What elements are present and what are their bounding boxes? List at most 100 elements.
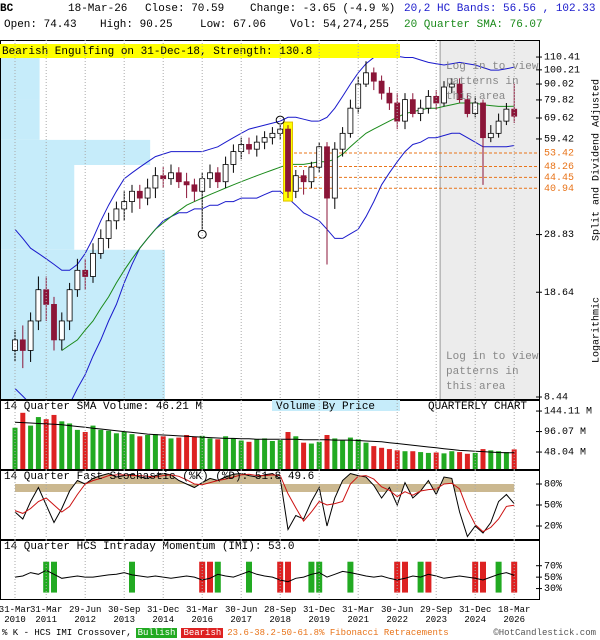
- volume-bar: [324, 435, 330, 470]
- fibonacci-label: 53.42: [544, 149, 574, 160]
- bands-label: 20,2 HC Bands: 56.56 , 102.33: [404, 3, 595, 15]
- bearish-signal: [511, 561, 518, 593]
- volume-bar: [106, 430, 112, 470]
- x-tick-label: 18-Mar 2026: [497, 605, 531, 625]
- bearish-key: Bearish: [181, 628, 224, 638]
- bearish-signal: [207, 561, 213, 593]
- y-tick-label: 50%: [544, 501, 562, 512]
- candle-body: [207, 172, 213, 180]
- volume-bar: [293, 436, 299, 470]
- volume-by-price-bar: [0, 99, 40, 140]
- x-tick-label: 29-Sep 2023: [419, 605, 453, 625]
- candle-body: [144, 187, 151, 199]
- volume-bar: [277, 440, 283, 470]
- candle-body: [370, 72, 377, 82]
- volume-bar: [176, 437, 182, 470]
- volume-title: 14 Quarter SMA Volume: 46.21 M: [4, 401, 202, 413]
- volume: Vol: 54,274,255: [290, 19, 389, 31]
- candle-body: [433, 95, 440, 104]
- volume-bar: [301, 442, 307, 470]
- candle-body: [113, 208, 120, 222]
- candle-body: [222, 164, 229, 183]
- candle-body: [175, 172, 182, 183]
- volume-bar: [332, 438, 338, 470]
- volume-plot: [12, 412, 517, 470]
- candle-body: [300, 175, 307, 183]
- x-tick-label: 29-Jun 2012: [68, 605, 102, 625]
- footer: % K - HCS IMI Crossover, Bullish Bearish 23…: [2, 628, 600, 638]
- locked-note: Log in to view patterns in this area: [446, 351, 539, 393]
- candle-body: [43, 289, 50, 305]
- volume-bar: [433, 452, 439, 470]
- candle-body: [402, 99, 408, 122]
- y-tick-label: 30%: [544, 584, 562, 595]
- x-tick-label: 31-Mar 2021: [341, 605, 375, 625]
- candle-body: [487, 132, 494, 139]
- volume-sma: [14, 421, 515, 454]
- candle-body: [246, 144, 252, 150]
- y-tick-label: 100.21: [544, 65, 580, 76]
- volume-bar: [379, 447, 385, 470]
- volume-bar: [496, 451, 502, 470]
- volume-bar: [67, 423, 73, 470]
- volume-bar: [441, 453, 447, 470]
- volume-bar: [269, 440, 275, 470]
- fibonacci-label: 40.94: [544, 184, 574, 195]
- candle-body: [409, 99, 416, 114]
- candle-body: [339, 132, 346, 150]
- volume-bar: [223, 436, 229, 470]
- volume-bar: [449, 451, 455, 470]
- candle-body: [441, 86, 447, 104]
- date: 18-Mar-26: [68, 3, 127, 15]
- bearish-signal: [285, 561, 291, 593]
- candle-body: [386, 92, 393, 104]
- candle-body: [480, 102, 486, 139]
- volume-bar: [418, 452, 424, 470]
- upper-band: [14, 54, 515, 271]
- x-tick-label: 31-Dec 2019: [302, 605, 336, 625]
- y-tick-label: 90.02: [544, 80, 574, 91]
- stochastic-line: [14, 472, 515, 538]
- crossover-label: % K - HCS IMI Crossover,: [2, 628, 132, 638]
- y-tick-label: 28.83: [544, 230, 574, 241]
- bearish-signal: [394, 561, 401, 593]
- volume-bar: [402, 451, 408, 470]
- volume-bar: [98, 429, 104, 470]
- candle-body: [324, 146, 330, 199]
- candle-body: [152, 175, 159, 189]
- volume-bar: [262, 438, 268, 470]
- candle-body: [464, 99, 471, 114]
- candle-body: [495, 120, 502, 134]
- bullish-signal: [129, 561, 135, 593]
- candle-body: [456, 83, 463, 101]
- stochastic-line: [14, 473, 515, 533]
- volume-bar: [199, 435, 205, 470]
- candle-body: [269, 132, 276, 139]
- y-tick-label: 20%: [544, 522, 562, 533]
- x-tick-label: 31-Mar 2016: [185, 605, 219, 625]
- volume-bar: [246, 441, 252, 470]
- imi-title: 14 Quarter HCS Intraday Momentum (IMI): …: [4, 541, 294, 553]
- bearish-signal: [199, 561, 206, 593]
- candle-body: [214, 172, 221, 183]
- bullish-signal: [214, 561, 221, 593]
- candle-body: [74, 269, 81, 291]
- candle-body: [19, 339, 26, 351]
- bullish-signal: [316, 561, 323, 593]
- candle-body: [90, 253, 96, 277]
- candle-body: [230, 151, 237, 165]
- pattern-label-bg: [0, 44, 400, 58]
- volume-bar: [160, 436, 166, 470]
- volume-bar: [347, 437, 353, 470]
- bullish-signal: [51, 561, 57, 593]
- price-plot: [0, 40, 540, 400]
- low: Low: 67.06: [200, 19, 266, 31]
- candle-body: [355, 83, 362, 109]
- candle-body: [292, 175, 299, 192]
- symbol: BC: [0, 3, 14, 15]
- volume-bar: [152, 434, 158, 470]
- volume-by-price-bar: [0, 164, 75, 250]
- volume-bar: [215, 439, 221, 470]
- x-tick-label: 30-Sep 2013: [107, 605, 141, 625]
